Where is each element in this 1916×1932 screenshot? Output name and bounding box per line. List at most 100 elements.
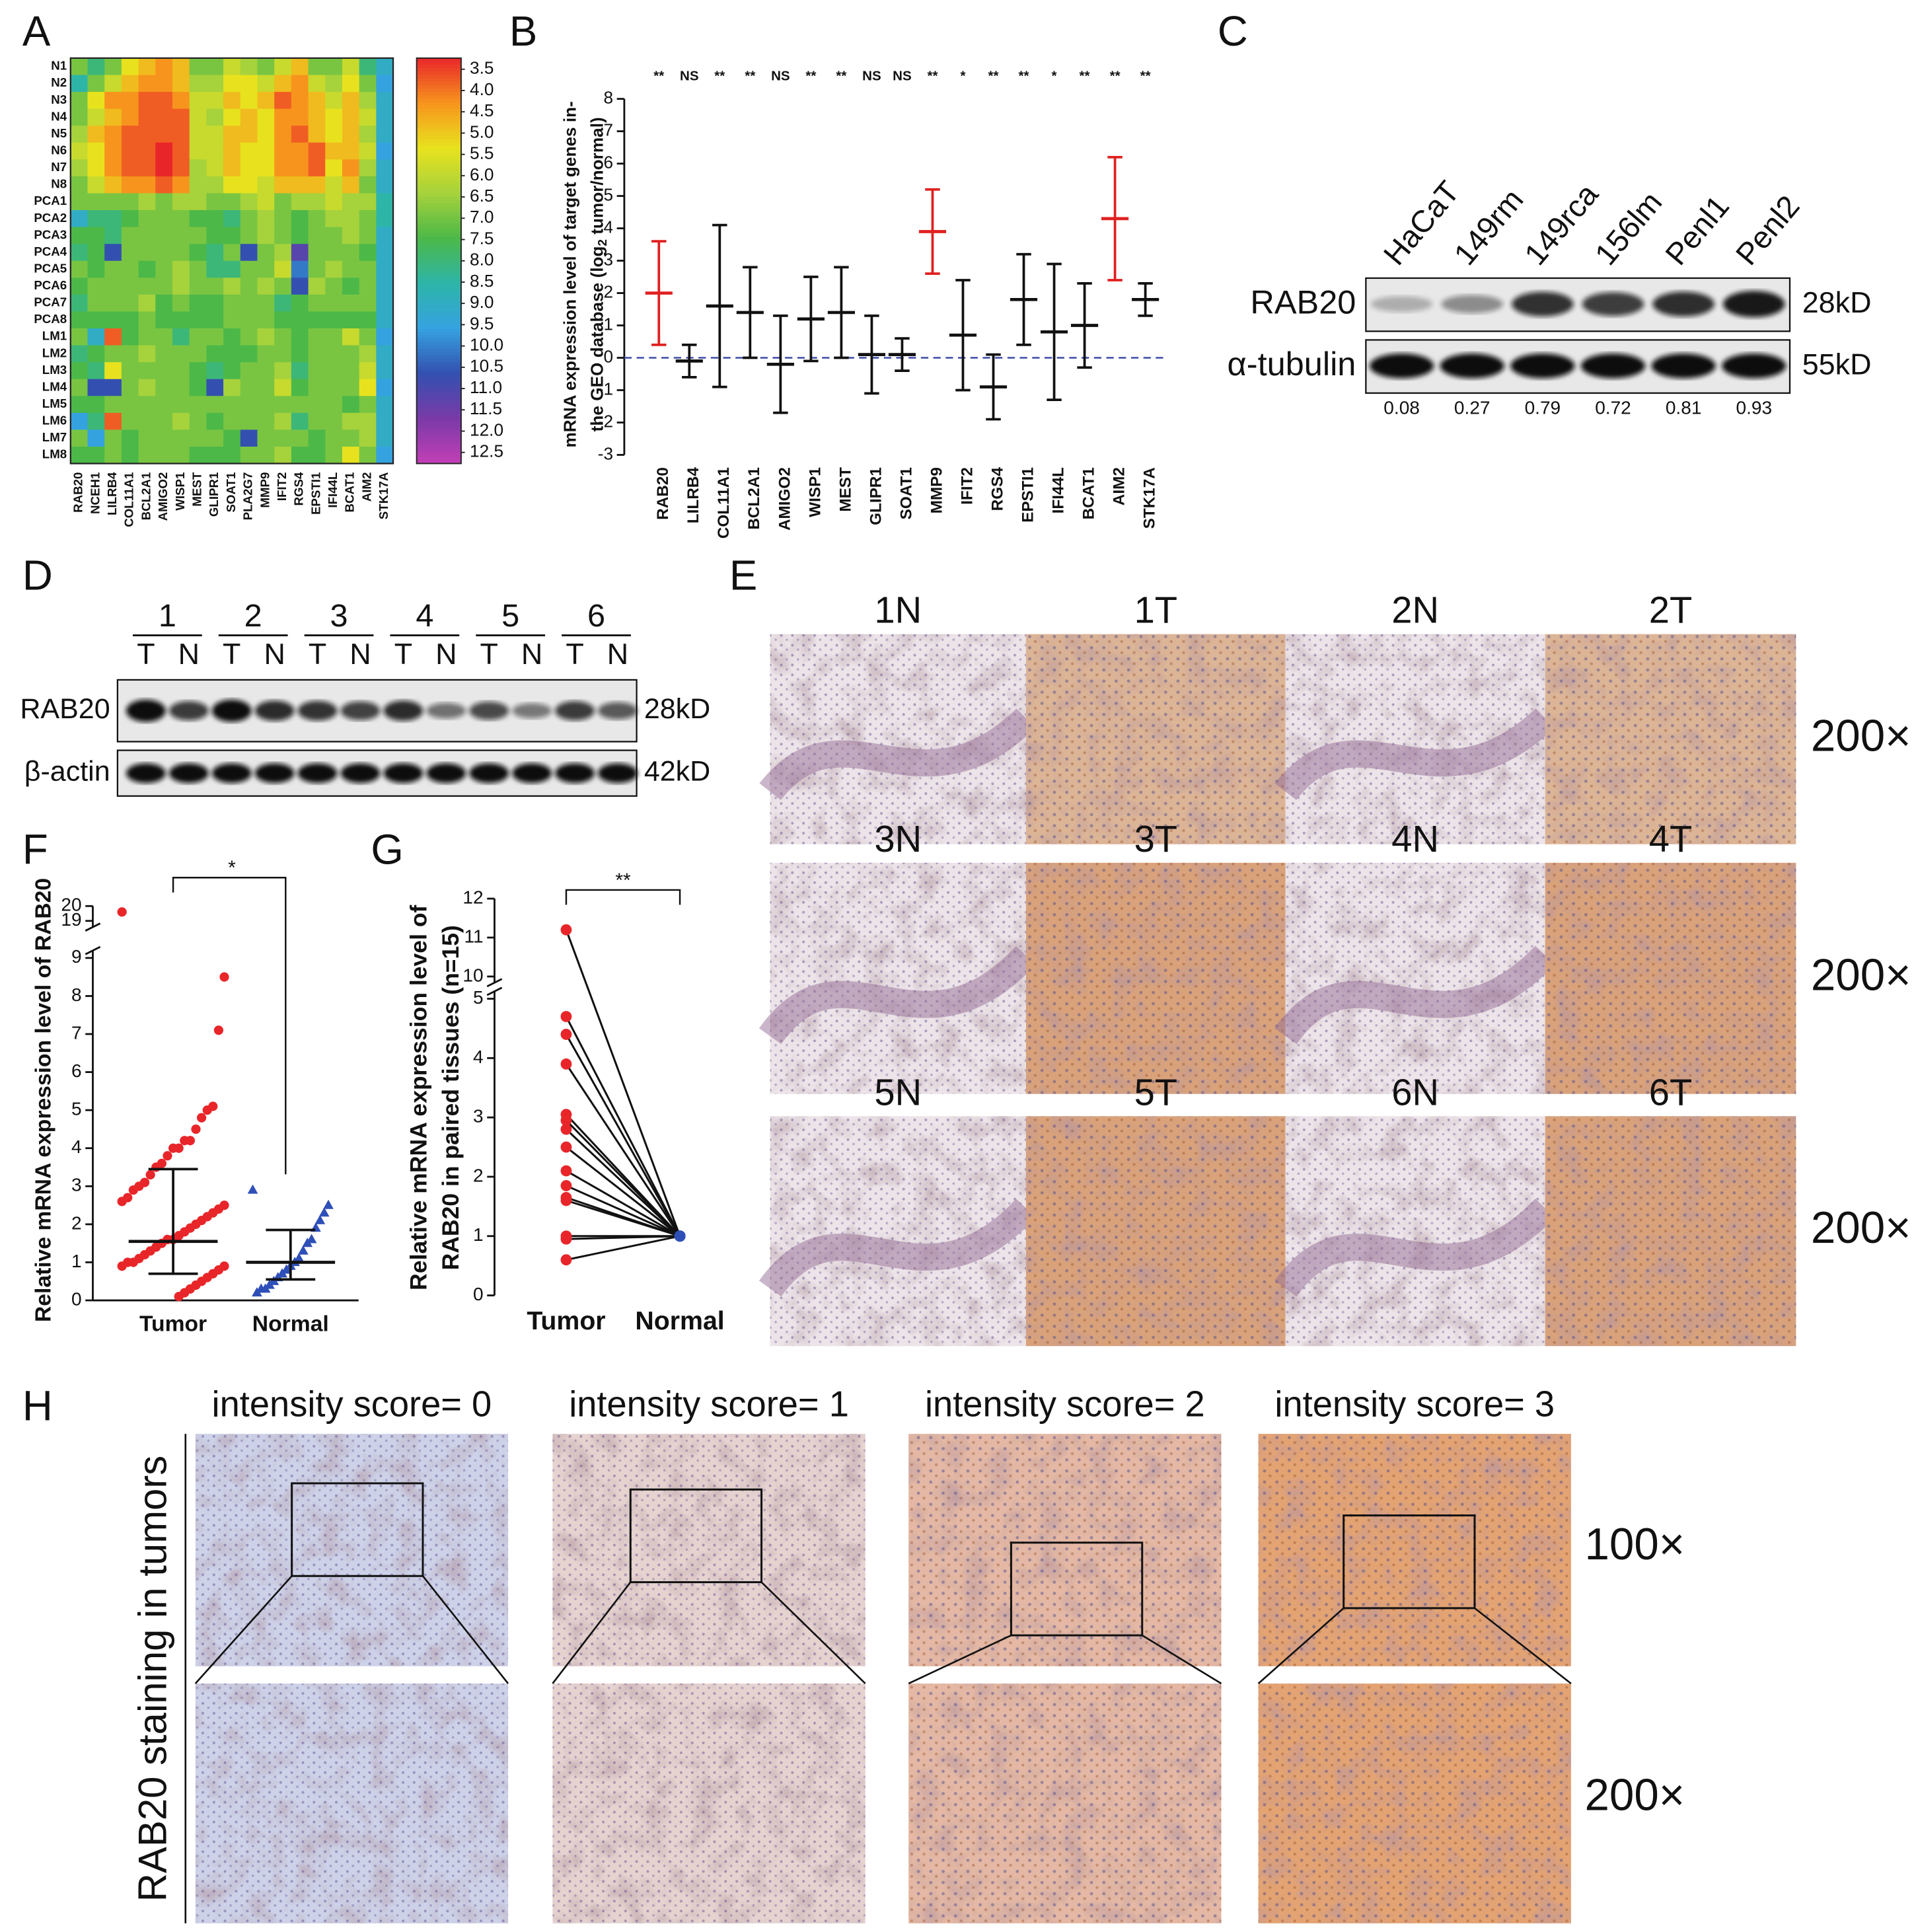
heatmap-cell [104, 227, 122, 244]
row-label: PCA4 [34, 244, 67, 258]
blot-band [1652, 291, 1714, 317]
colorbar-slice [416, 172, 461, 177]
heatmap-cell [155, 193, 173, 211]
colorbar-slice [416, 389, 461, 394]
significance: ** [927, 68, 938, 83]
heatmap-cell [121, 142, 139, 160]
blot-band [512, 703, 552, 719]
colorbar-tick-label: 11.0 [470, 377, 502, 397]
heatmap-cell [70, 396, 89, 414]
significance-bracket [565, 889, 681, 905]
heatmap-cell [189, 227, 207, 244]
row-label: PCA3 [34, 227, 67, 241]
zoom-box [1343, 1514, 1476, 1610]
significance: ** [615, 870, 631, 891]
heatmap-cell [291, 92, 309, 110]
heatmap-cell [291, 108, 309, 126]
x-tick-label: IFIT2 [958, 467, 976, 505]
blot-band [340, 701, 381, 720]
heatmap-cell [308, 108, 326, 126]
pair-line [566, 1146, 681, 1237]
heatmap-cell [274, 75, 292, 93]
tissue-epithelium [758, 946, 1036, 1045]
blot-band [469, 701, 509, 720]
colorbar-slice [416, 88, 461, 93]
colorbar-slice [416, 217, 461, 221]
significance: * [960, 68, 965, 83]
heatmap-cell [121, 362, 139, 380]
heatmap-cell [223, 260, 241, 278]
data-point [117, 907, 127, 917]
band-label: β-actin [24, 756, 110, 788]
heatmap-cell [87, 92, 105, 110]
pair-line [565, 1063, 681, 1237]
heatmap-cell [376, 193, 394, 211]
heatmap-cell [240, 126, 258, 143]
heatmap-cell [308, 260, 326, 278]
x-tick-label: IFI44L [1049, 467, 1067, 513]
heatmap-cell [342, 75, 360, 93]
heatmap-cell [291, 142, 309, 160]
heatmap-cell [291, 244, 309, 262]
y-tick-label: -1 [598, 379, 613, 398]
heatmap-cell [189, 176, 207, 194]
heatmap-cell [274, 92, 292, 110]
heatmap-cell [257, 193, 275, 211]
column-label: NCEH1 [88, 472, 102, 514]
x-tick-label: Normal [252, 1312, 329, 1336]
heatmap-cell [359, 328, 377, 346]
heatmap-cell [104, 126, 122, 143]
y-tick-label: 2 [603, 281, 613, 301]
heatmap-cell [359, 92, 377, 110]
heatmap-cell [359, 75, 377, 93]
heatmap-cell [87, 311, 105, 329]
heatmap-cell [308, 345, 326, 363]
x-tick-label: WISP1 [806, 467, 824, 517]
heatmap-cell [189, 328, 207, 346]
y-tick-label: 10 [462, 965, 483, 985]
heatmap-cell [121, 210, 139, 228]
colorbar-slice [416, 332, 461, 336]
blot-band [254, 700, 295, 722]
panel-label: F [22, 827, 48, 873]
heatmap-cell [240, 278, 258, 295]
row-label: LM3 [42, 363, 67, 377]
row-label: LM6 [42, 414, 67, 427]
heatmap-cell [206, 193, 224, 211]
data-point [560, 1233, 572, 1245]
heatmap-cell [70, 429, 89, 447]
heatmap-cell [155, 379, 173, 396]
colorbar-slice [416, 193, 461, 198]
x-tick-label: EPSTI1 [1019, 467, 1037, 523]
heatmap-cell [223, 108, 241, 126]
pair-line [566, 1170, 681, 1238]
column-label: MMP9 [258, 472, 272, 508]
panel-label: B [509, 8, 537, 55]
heatmap-cell [70, 210, 89, 228]
colorbar-tick-label: 12.0 [470, 420, 503, 439]
blot-band [598, 702, 638, 720]
data-point [560, 924, 572, 936]
row-label: LM1 [42, 329, 67, 343]
tissue-epithelium [1274, 1199, 1555, 1297]
data-point [168, 1143, 178, 1153]
heatmap-cell [342, 345, 360, 363]
row-label: LM7 [42, 430, 67, 444]
image-label: 4N [1391, 818, 1439, 860]
colorbar-slice [416, 278, 461, 282]
blot-band [555, 701, 595, 721]
colorbar-slice [416, 311, 461, 316]
data-point [560, 1195, 572, 1207]
heatmap-cell [121, 92, 139, 110]
heatmap-cell [138, 396, 156, 414]
heatmap-cell [104, 328, 122, 346]
heatmap-cell [240, 92, 258, 110]
heatmap-cell [291, 193, 309, 211]
heatmap-cell [121, 260, 139, 278]
group-label: 1 [159, 598, 176, 634]
image-label: 1T [1134, 589, 1177, 631]
ratio-label: 0.72 [1595, 398, 1631, 418]
colorbar-slice [416, 102, 461, 106]
heatmap-cell [155, 429, 173, 447]
y-tick-label: 20 [61, 895, 81, 915]
